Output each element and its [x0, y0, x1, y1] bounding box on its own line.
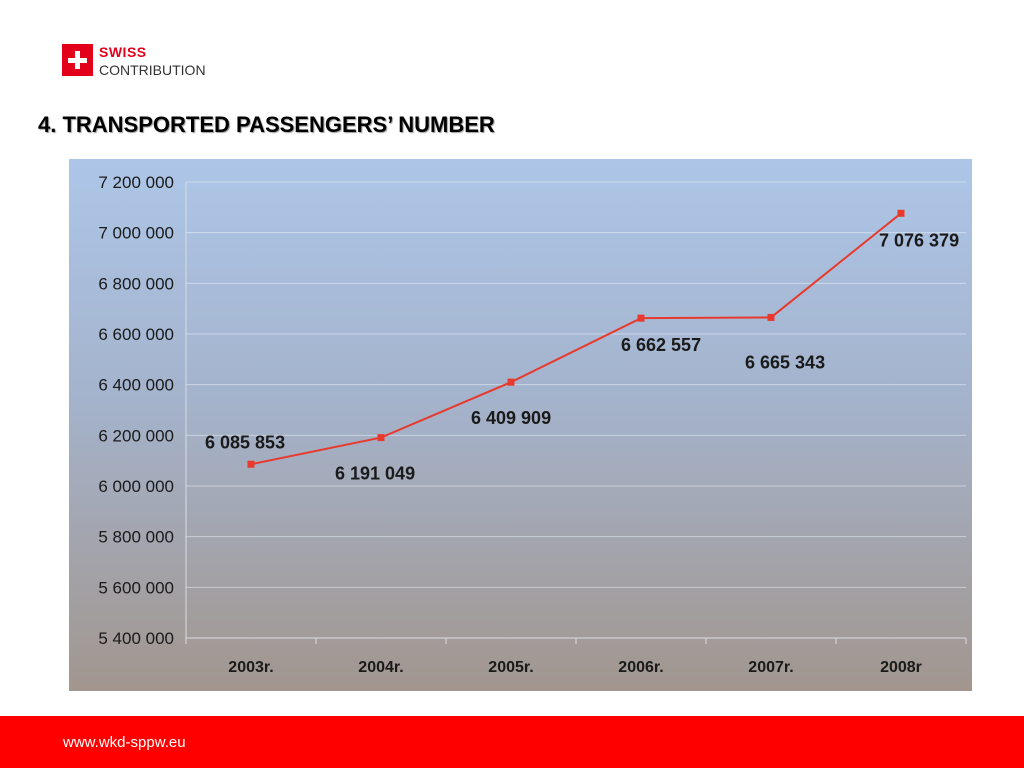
x-tick-label: 2005r.: [488, 659, 533, 676]
swiss-cross-icon: [62, 44, 93, 76]
y-tick-label: 6 400 000: [98, 376, 174, 395]
y-tick-label: 6 600 000: [98, 325, 174, 344]
data-point: [507, 378, 515, 386]
data-label: 6 409 909: [471, 408, 551, 428]
logo-line1: SWISS: [99, 44, 147, 60]
x-tick-label: 2007r.: [748, 659, 793, 676]
y-tick-label: 7 000 000: [98, 224, 174, 243]
data-point: [247, 460, 255, 468]
y-tick-label: 6 800 000: [98, 274, 174, 293]
y-tick-label: 6 200 000: [98, 426, 174, 445]
y-tick-label: 7 200 000: [98, 173, 174, 192]
chart-svg: 5 400 000 5 600 000 5 800 000 6 000 000 6 20…: [69, 159, 972, 691]
data-point: [767, 313, 775, 321]
x-tick-label: 2006r.: [618, 659, 663, 676]
line-chart: 5 400 000 5 600 000 5 800 000 6 000 000 6 20…: [69, 159, 972, 691]
data-point: [637, 314, 645, 322]
logo-line2: CONTRIBUTION: [99, 62, 206, 78]
y-tick-label: 5 800 000: [98, 528, 174, 547]
data-point: [897, 209, 905, 217]
chart-background: [69, 159, 972, 691]
data-label: 6 665 343: [745, 352, 825, 372]
y-tick-label: 5 400 000: [98, 629, 174, 648]
data-label: 7 076 379: [879, 230, 959, 250]
data-label: 6 191 049: [335, 464, 415, 484]
data-point: [377, 434, 385, 442]
data-label: 6 662 557: [621, 335, 701, 355]
y-tick-label: 5 600 000: [98, 578, 174, 597]
x-tick-label: 2008r: [880, 659, 922, 676]
footer-url[interactable]: www.wkd-sppw.eu: [63, 734, 186, 751]
y-tick-label: 6 000 000: [98, 477, 174, 496]
slide-title: 4. TRANSPORTED PASSENGERS’ NUMBER: [38, 112, 495, 137]
x-tick-label: 2004r.: [358, 659, 403, 676]
series-line: [250, 212, 902, 466]
data-label: 6 085 853: [205, 432, 285, 452]
x-tick-label: 2003r.: [228, 659, 273, 676]
footer-bar: www.wkd-sppw.eu: [0, 716, 1024, 768]
